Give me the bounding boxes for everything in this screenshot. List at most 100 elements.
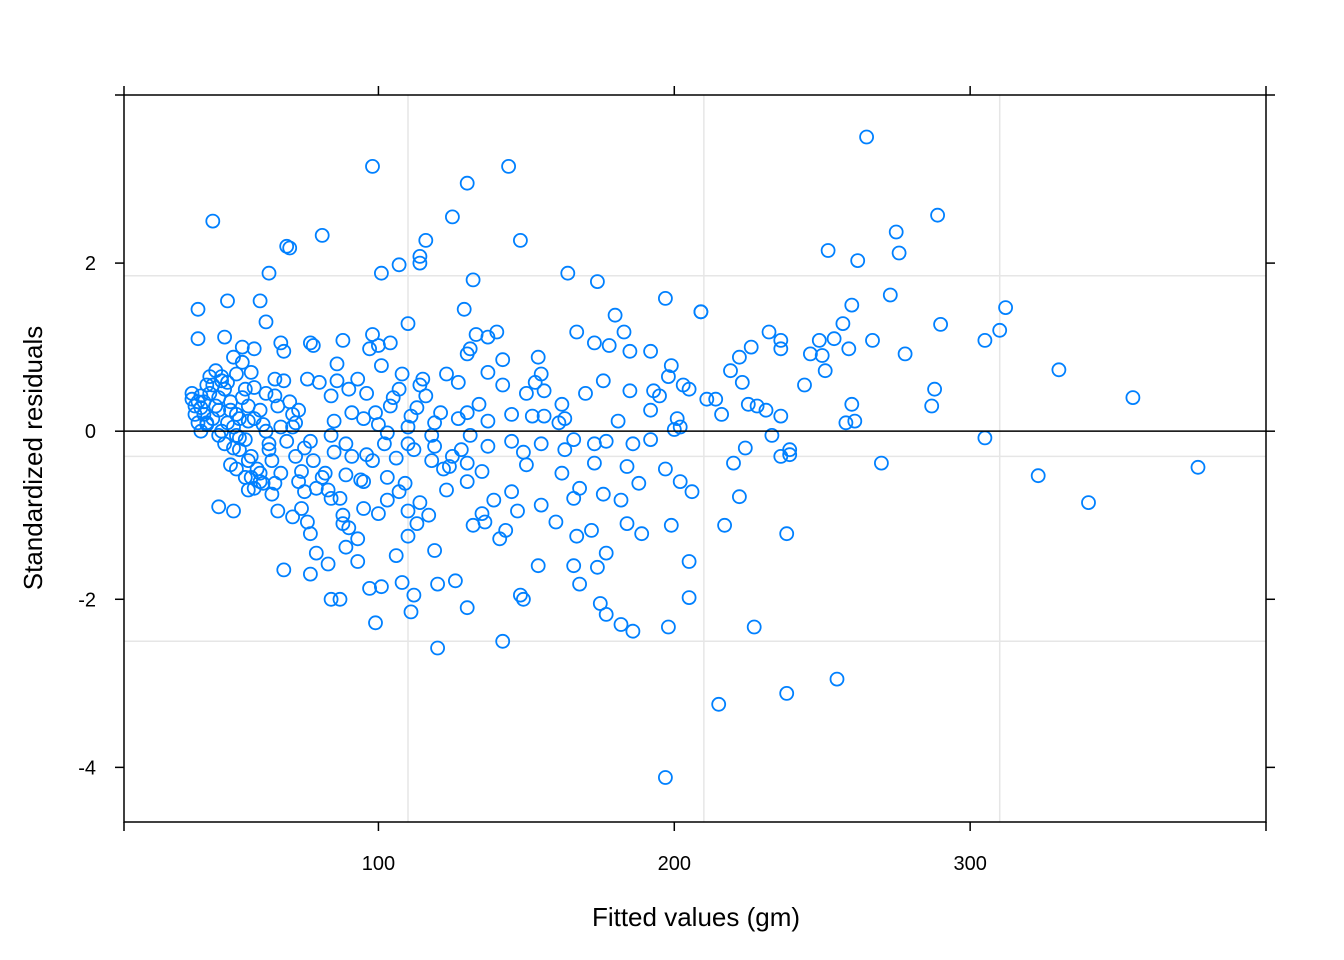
data-point — [743, 339, 759, 355]
data-point — [246, 341, 262, 357]
data-point — [569, 528, 585, 544]
data-point — [643, 402, 658, 418]
data-point — [255, 475, 271, 491]
data-point — [294, 464, 309, 479]
data-point — [726, 455, 741, 471]
data-point — [217, 436, 233, 452]
data-point — [471, 396, 487, 412]
data-point — [276, 562, 292, 578]
data-point — [450, 374, 466, 390]
data-point — [379, 492, 395, 508]
data-point — [223, 457, 238, 473]
data-point — [530, 349, 546, 365]
data-point — [797, 377, 812, 393]
data-point — [228, 366, 244, 382]
data-point — [370, 506, 386, 521]
data-point — [350, 554, 366, 569]
data-point — [362, 581, 378, 596]
data-point — [927, 381, 942, 397]
data-point — [459, 474, 475, 490]
data-point — [817, 363, 833, 379]
data-point — [356, 474, 372, 490]
data-point — [782, 447, 798, 463]
y-tick-label: -2 — [78, 589, 96, 611]
data-point — [329, 373, 345, 389]
data-point — [459, 346, 475, 362]
data-point — [708, 391, 724, 407]
data-point — [519, 457, 534, 473]
data-point — [811, 332, 827, 348]
data-point — [820, 243, 836, 258]
data-point — [214, 373, 230, 389]
data-point — [465, 517, 481, 533]
data-point — [977, 430, 993, 446]
x-axis-title: Fitted values (gm) — [592, 902, 800, 932]
data-point — [598, 433, 614, 449]
data-point — [598, 545, 614, 561]
data-point — [634, 526, 650, 542]
data-point — [652, 388, 667, 404]
data-point — [462, 427, 478, 443]
data-point — [1081, 495, 1096, 511]
data-points — [184, 129, 1206, 785]
data-point — [779, 526, 795, 542]
data-point — [317, 465, 333, 481]
x-tick-label: 200 — [658, 853, 691, 875]
data-point — [513, 587, 528, 603]
data-point — [190, 415, 206, 431]
data-point — [450, 411, 466, 427]
data-point — [329, 356, 345, 372]
data-point — [595, 373, 611, 389]
data-point — [365, 158, 380, 174]
data-point — [513, 232, 528, 248]
data-point — [288, 415, 304, 431]
data-point — [684, 484, 700, 500]
data-point — [338, 467, 354, 483]
data-point — [456, 301, 472, 317]
data-point — [412, 495, 428, 511]
data-point — [859, 129, 874, 145]
data-point — [382, 398, 398, 414]
data-point — [681, 381, 697, 397]
data-point — [533, 436, 549, 452]
data-point — [388, 450, 404, 466]
data-point — [294, 501, 309, 516]
data-point — [261, 442, 277, 458]
data-point — [504, 484, 520, 500]
data-point — [226, 503, 241, 519]
data-point — [504, 433, 520, 449]
data-point — [841, 341, 857, 357]
plot-frame — [123, 94, 1267, 823]
data-point — [439, 366, 454, 382]
data-point — [663, 517, 679, 533]
data-point — [299, 371, 315, 387]
data-point — [850, 253, 866, 269]
data-point — [276, 343, 292, 359]
data-point — [249, 461, 265, 477]
data-point — [246, 480, 262, 496]
data-point — [273, 335, 289, 351]
data-point — [566, 432, 582, 448]
data-point — [228, 427, 244, 443]
data-point — [190, 301, 206, 317]
data-point — [391, 257, 407, 273]
data-point — [291, 474, 307, 490]
data-point — [430, 640, 446, 656]
data-point — [311, 374, 327, 390]
data-point — [412, 255, 428, 271]
data-point — [305, 338, 321, 353]
data-point — [382, 335, 398, 351]
data-point — [933, 316, 948, 332]
data-point — [610, 413, 626, 429]
data-point — [379, 469, 395, 485]
data-point — [758, 402, 774, 418]
data-point — [847, 413, 863, 429]
data-point — [1030, 468, 1046, 484]
data-point — [551, 415, 567, 431]
data-point — [844, 396, 860, 412]
data-point — [400, 528, 416, 544]
data-point — [773, 341, 789, 357]
data-point — [430, 576, 446, 592]
data-point — [252, 402, 268, 418]
data-point — [746, 619, 762, 635]
